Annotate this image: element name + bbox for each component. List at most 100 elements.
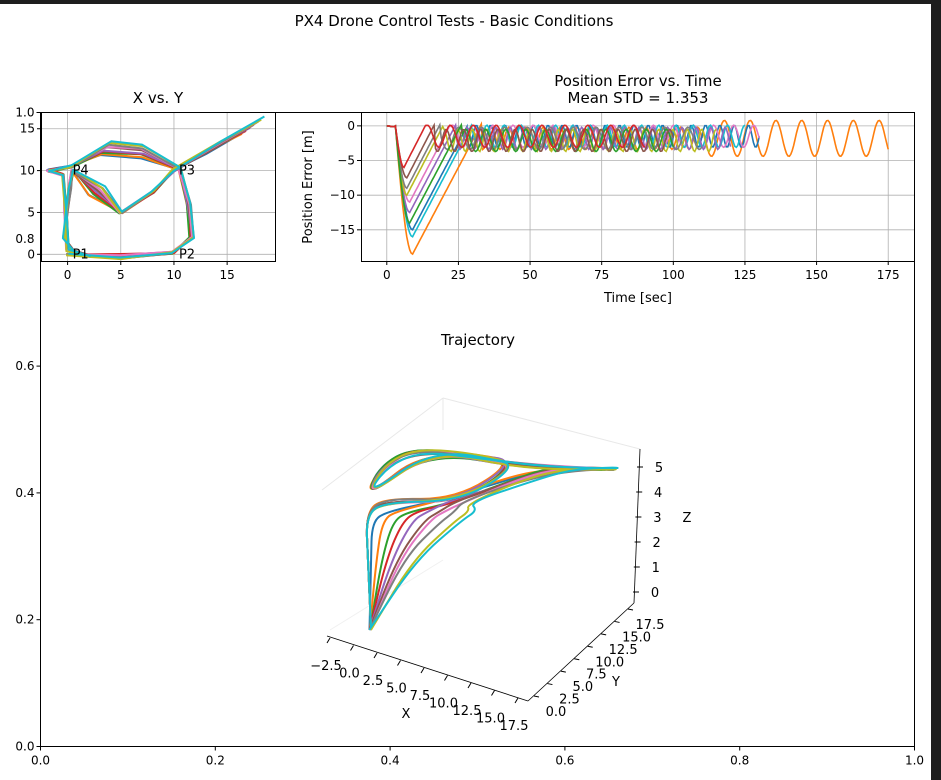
tr-xtick xyxy=(444,675,448,681)
tr-xtick-label: 10.0 xyxy=(429,697,458,712)
tr-ytick xyxy=(601,633,607,636)
tr-ytick xyxy=(614,620,620,623)
bg-xtick-label: 0.4 xyxy=(381,754,400,768)
tr-pane-edge xyxy=(442,397,641,450)
bg-xtick-label: 0.0 xyxy=(31,754,50,768)
tr-xtick xyxy=(491,690,495,696)
err-xtick-label: 75 xyxy=(594,268,609,282)
xy-ytick-label: 5 xyxy=(27,205,35,219)
bg-xtick-label: 0.8 xyxy=(730,754,749,768)
tr-ytick-label: 7.5 xyxy=(586,668,607,683)
tr-ytick xyxy=(627,608,634,611)
tr-ytick-label: 10.0 xyxy=(595,655,624,670)
err-xtick-label: 175 xyxy=(877,268,900,282)
xy-ytick-label: 0 xyxy=(27,247,35,261)
err-series-line xyxy=(386,122,675,179)
tr-ztick-label: 3 xyxy=(653,511,661,526)
tr-xtick-label: 7.5 xyxy=(410,689,431,704)
tr-x-axis xyxy=(326,635,529,702)
err-xtick-label: 50 xyxy=(522,268,537,282)
err-xtick-label: 100 xyxy=(662,268,685,282)
tr-ztick-label: 4 xyxy=(654,486,662,501)
tr-series-line xyxy=(365,449,617,631)
tr-ytick xyxy=(587,645,593,648)
tr-z-axis xyxy=(633,448,641,604)
tr-ztick-label: 1 xyxy=(652,561,660,576)
err-ytick-label: −5 xyxy=(337,154,355,168)
bg-xtick-label: 0.6 xyxy=(555,754,574,768)
tr-xtick xyxy=(397,660,401,666)
xy-ytick-label: 15 xyxy=(20,122,35,136)
xy-xtick-label: 0 xyxy=(64,268,72,282)
xy-series-line xyxy=(48,115,265,259)
tr-pane-edge xyxy=(321,397,444,491)
err-ytick-label: −15 xyxy=(330,223,355,237)
trajectory-zlabel: Z xyxy=(683,511,692,526)
trajectory-ylabel: Y xyxy=(611,675,620,690)
trajectory-xlabel: X xyxy=(402,707,411,722)
tr-xtick xyxy=(420,667,425,674)
error-plot-subtitle: Mean STD = 1.353 xyxy=(568,89,709,107)
tr-ytick-label: 0.0 xyxy=(546,705,567,720)
tr-ytick xyxy=(547,683,553,686)
bg-ytick-label: 0.4 xyxy=(15,486,34,500)
tr-y-axis xyxy=(527,602,635,702)
err-xtick-label: 150 xyxy=(805,268,828,282)
xy-plot-title: X vs. Y xyxy=(133,89,184,107)
bg-ytick-label: 0.0 xyxy=(15,740,34,754)
tr-series-line xyxy=(365,452,619,631)
xy-xtick-label: 15 xyxy=(219,268,234,282)
tr-ytick-label: 5.0 xyxy=(573,680,594,695)
bg-xtick-label: 0.2 xyxy=(206,754,225,768)
tr-ytick-label: 12.5 xyxy=(609,643,638,658)
tr-ytick xyxy=(560,670,566,673)
bg-ytick-label: 0.6 xyxy=(15,359,34,373)
xy-plot-frame xyxy=(41,112,276,262)
xy-waypoint-label: P3 xyxy=(179,164,195,179)
err-series-line xyxy=(386,124,646,169)
error-plot: 0 25 50 75 100 125 150 175 0 −5 −10 −15 Position Er… xyxy=(301,72,915,306)
err-series-line xyxy=(386,124,717,197)
tr-xtick-label: 0.0 xyxy=(339,667,360,682)
error-plot-xlabel: Time [sec] xyxy=(603,291,672,306)
error-plot-frame xyxy=(361,112,915,262)
xy-xtick-label: 10 xyxy=(166,268,181,282)
bg-ytick-label: 0.8 xyxy=(15,232,34,246)
bg-ytick-label: 1.0 xyxy=(15,106,34,120)
tr-ytick-label: 17.5 xyxy=(636,618,665,633)
tr-xtick xyxy=(514,697,519,704)
tr-ytick xyxy=(533,695,540,698)
tr-xtick-label: −2.5 xyxy=(310,659,342,674)
tr-ytick xyxy=(574,658,580,661)
tr-xtick-label: 17.5 xyxy=(500,719,529,734)
tr-xtick-label: 15.0 xyxy=(476,712,505,727)
xy-waypoint-label: P4 xyxy=(73,164,89,179)
window-right-border xyxy=(931,0,941,780)
window-top-border xyxy=(0,0,941,4)
err-ytick-label: 0 xyxy=(347,119,355,133)
error-plot-title: Position Error vs. Time xyxy=(554,72,721,90)
bg-xtick-label: 1.0 xyxy=(905,754,924,768)
figure-suptitle: PX4 Drone Control Tests - Basic Conditio… xyxy=(295,12,614,30)
tr-ztick-label: 2 xyxy=(652,536,660,551)
tr-xtick-label: 5.0 xyxy=(386,682,407,697)
tr-xtick xyxy=(373,652,378,659)
tr-ztick-label: 0 xyxy=(651,586,659,601)
tr-xtick xyxy=(467,682,472,689)
xy-waypoint-label: P2 xyxy=(179,247,195,262)
err-series-line xyxy=(386,123,746,238)
err-series-line xyxy=(386,122,675,225)
tr-xtick-label: 2.5 xyxy=(363,674,384,689)
xy-plot: P1 P2 P3 P4 0 5 10 15 0 5 10 15 X vs. Y xyxy=(20,89,276,282)
bg-ytick-label: 0.2 xyxy=(15,613,34,627)
err-ytick-label: −10 xyxy=(330,188,355,202)
tr-xtick-label: 12.5 xyxy=(453,704,482,719)
err-xtick-label: 0 xyxy=(383,268,391,282)
err-series-line xyxy=(386,122,703,190)
tr-ztick-label: 5 xyxy=(655,461,663,476)
trajectory-title: Trajectory xyxy=(440,331,515,349)
error-plot-ylabel: Position Error [m] xyxy=(301,130,316,243)
tr-xtick xyxy=(326,637,331,644)
xy-waypoint-label: P1 xyxy=(73,247,89,262)
